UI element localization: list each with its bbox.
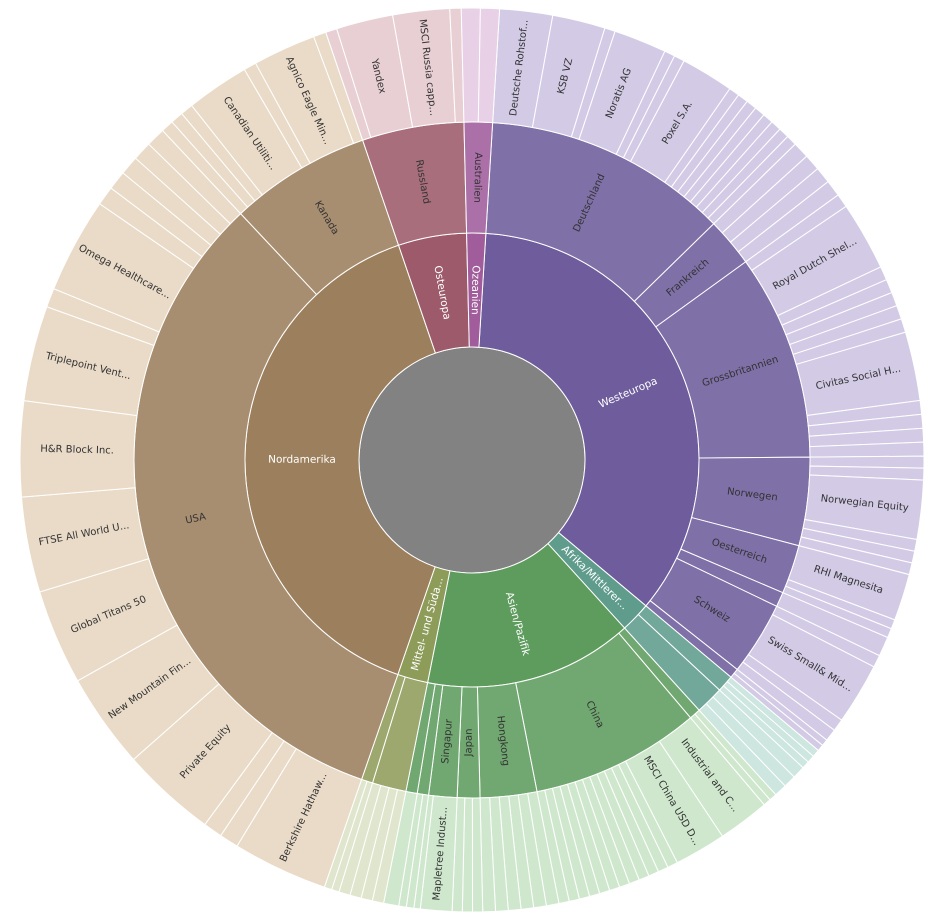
region-label-nordamerika: Nordamerika: [268, 454, 336, 466]
country-label-australien: Australien: [471, 152, 483, 203]
country-label-singapur: Singapur: [440, 718, 455, 764]
country-label-japan: Japan: [463, 728, 474, 757]
holding-arc-ozeanien-0-0[interactable]: [460, 7, 481, 123]
region-label-ozeanien: Ozeanien: [469, 265, 482, 315]
country-label-hongkong: Hongkong: [494, 715, 510, 766]
country-label-usa: USA: [184, 511, 207, 526]
holding-arc-ozeanien-0-1[interactable]: [477, 7, 501, 124]
holding-label-h-r-block-inc: H&R Block Inc.: [40, 444, 114, 457]
sunburst-root[interactable]: [358, 346, 586, 574]
